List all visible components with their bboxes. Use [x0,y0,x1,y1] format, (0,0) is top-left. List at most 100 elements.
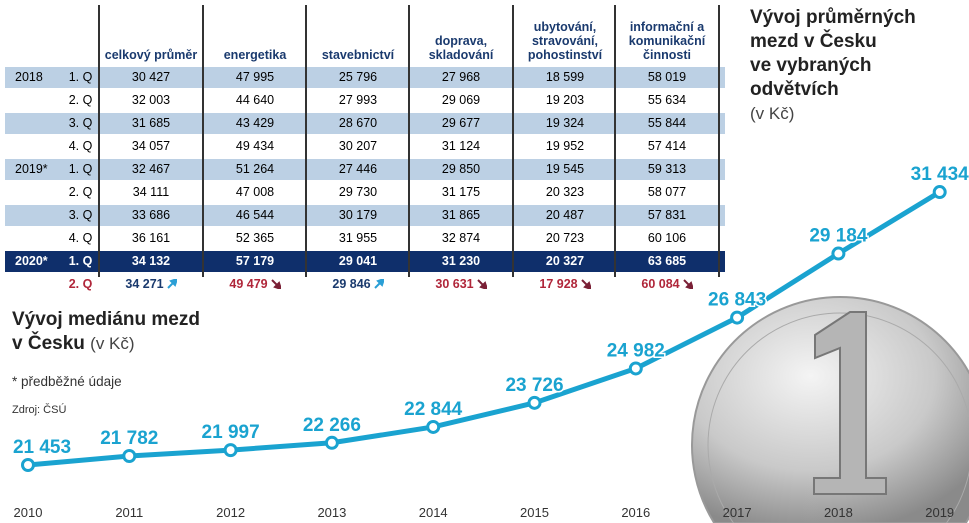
value-text: 31 175 [441,185,481,199]
value-cell: 60 084 [616,274,718,295]
value-text: 57 414 [647,139,687,153]
data-point [122,449,137,464]
table-row: 2. Q 34 271 49 479 29 846 30 631 17 928 60 084 [5,274,725,295]
value-cell: 47 995 [204,67,306,88]
value-cell: 57 414 [616,136,718,157]
quarter-cell: 1. Q [68,254,93,268]
table-row: 3. Q 31 685 43 429 28 670 29 677 19 324 55 844 [5,113,725,134]
data-point [527,395,542,410]
value-text: 30 427 [131,70,171,84]
value-text: 49 434 [235,139,275,153]
data-label: 21 453 [13,437,71,458]
quarter-cell: 1. Q [68,70,93,84]
value-cell: 49 479 [204,274,306,295]
data-label: 21 997 [202,422,260,443]
value-text: 30 631 [435,277,474,291]
value-cell: 49 434 [204,136,306,157]
value-text: 32 874 [441,231,481,245]
value-cell: 63 685 [616,251,718,272]
value-cell: 20 723 [514,228,616,249]
value-text: 44 640 [235,93,275,107]
value-text: 29 069 [441,93,481,107]
column-header: celkový průměr [104,48,198,62]
value-text: 60 084 [641,277,680,291]
x-tick-label: 2013 [317,505,346,520]
title-unit: (v Kč) [90,334,135,353]
value-text: 19 545 [545,162,585,176]
data-label: 21 782 [100,428,158,449]
value-cell: 30 179 [307,205,409,226]
value-cell: 34 271 [100,274,202,295]
value-cell: 59 313 [616,159,718,180]
value-text: 30 207 [338,139,378,153]
value-cell: 28 670 [307,113,409,134]
value-cell: 19 545 [514,159,616,180]
value-cell: 17 928 [514,274,616,295]
data-point [831,246,846,261]
title-median-wages: Vývoj mediánu mezd v Česku (v Kč) [12,308,200,356]
value-cell: 57 831 [616,205,718,226]
value-text: 20 487 [545,208,585,222]
data-label: 22 266 [303,415,361,436]
value-text: 17 928 [539,277,578,291]
arrow-down-icon [476,279,487,289]
value-text: 36 161 [131,231,171,245]
value-text: 27 993 [338,93,378,107]
quarter-cell: 2. Q [68,277,93,291]
value-text: 29 846 [332,277,371,291]
quarter-cell: 4. Q [68,139,93,153]
value-cell: 31 230 [410,251,512,272]
arrow-down-icon [580,279,591,289]
value-cell: 32 874 [410,228,512,249]
arrow-up-icon [373,279,384,289]
title-line: v Česku [12,333,85,354]
value-text: 27 968 [441,70,481,84]
title-line: ve vybraných [750,55,872,76]
value-cell: 34 132 [100,251,202,272]
value-cell: 31 865 [410,205,512,226]
column-divider [98,5,100,277]
value-text: 47 008 [235,185,275,199]
value-text: 31 685 [131,116,171,130]
value-cell: 51 264 [204,159,306,180]
data-point [932,185,947,200]
year-cell: 2019* [15,162,48,176]
value-text: 25 796 [338,70,378,84]
value-text: 43 429 [235,116,275,130]
column-header: energetika [223,48,287,62]
value-text: 60 106 [647,231,687,245]
value-text: 63 685 [647,254,687,268]
value-cell: 36 161 [100,228,202,249]
column-divider [408,5,410,277]
value-text: 27 446 [338,162,378,176]
table-row: 2018 1. Q 30 427 47 995 25 796 27 968 18 599 58… [5,67,725,88]
value-cell: 29 677 [410,113,512,134]
value-cell: 32 003 [100,90,202,111]
value-text: 29 850 [441,162,481,176]
value-text: 19 324 [545,116,585,130]
value-cell: 34 057 [100,136,202,157]
value-text: 28 670 [338,116,378,130]
title-average-wages: Vývoj průměrných mezd v Česku ve vybraný… [750,6,916,126]
column-header: informační a komunikační činnosti [628,20,706,62]
table-row: 3. Q 33 686 46 544 30 179 31 865 20 487 57 831 [5,205,725,226]
value-text: 20 723 [545,231,585,245]
value-cell: 55 634 [616,90,718,111]
data-label: 22 844 [404,399,463,420]
value-text: 34 057 [131,139,171,153]
value-text: 55 634 [647,93,687,107]
x-tick-label: 2015 [520,505,549,520]
table-row: 2. Q 34 111 47 008 29 730 31 175 20 323 58 077 [5,182,725,203]
value-text: 46 544 [235,208,275,222]
value-text: 58 077 [647,185,687,199]
data-point [324,435,339,450]
data-point [21,458,35,472]
value-cell: 19 203 [514,90,616,111]
value-cell: 47 008 [204,182,306,203]
series-line [27,189,941,468]
table-row: 2019* 1. Q 32 467 51 264 27 446 29 850 19 545 5… [5,159,725,180]
value-cell: 25 796 [307,67,409,88]
value-text: 34 271 [125,277,164,291]
value-cell: 27 993 [307,90,409,111]
column-header: doprava, skladování [428,34,494,62]
